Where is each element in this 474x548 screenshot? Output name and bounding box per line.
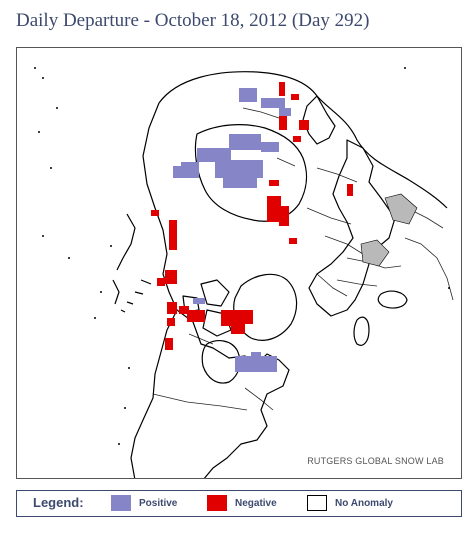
negative-cell (165, 338, 173, 350)
legend-swatch-positive (111, 495, 131, 511)
legend: Legend: Positive Negative No Anomaly (16, 490, 462, 517)
positive-cell (235, 356, 277, 372)
positive-anomaly-cells (173, 88, 291, 372)
negative-cell (279, 82, 285, 96)
siberia-inner-coast (194, 124, 308, 222)
negative-cell (267, 196, 281, 222)
canada-arctic-islands (182, 279, 232, 337)
legend-swatch-negative (207, 495, 227, 511)
map-svg (34, 67, 454, 478)
island-dot (42, 77, 44, 79)
legend-text-negative: Negative (235, 498, 277, 509)
island-dot (448, 287, 450, 289)
asia-borders (242, 107, 364, 255)
island-dot (404, 67, 406, 69)
positive-cell (261, 142, 279, 152)
small-islands (34, 67, 450, 445)
caspian-sea (353, 316, 370, 346)
island-dot (118, 443, 120, 445)
positive-cell (173, 166, 183, 178)
negative-cell (165, 270, 177, 284)
negative-cell (151, 210, 159, 216)
negative-cell (157, 278, 165, 286)
negative-cell (179, 306, 189, 314)
page-title: Daily Departure - October 18, 2012 (Day … (16, 10, 370, 31)
island-dot (128, 367, 130, 369)
negative-cell (221, 310, 237, 326)
aleutians (120, 279, 152, 313)
negative-cell (167, 302, 177, 314)
europe-coast (308, 139, 396, 317)
eurasia-arctic-coast (158, 71, 448, 209)
legend-label: Legend: (33, 495, 84, 510)
island-dot (34, 67, 36, 69)
positive-cell (215, 160, 263, 178)
negative-cell (279, 116, 287, 130)
coastlines (112, 71, 448, 478)
negative-cell (167, 318, 175, 326)
black-sea (377, 290, 408, 309)
negative-cell (279, 206, 289, 226)
negative-cell (231, 324, 245, 334)
island-dot (42, 235, 44, 237)
map-credit: RUTGERS GLOBAL SNOW LAB (307, 456, 444, 466)
gray-region-central-asia (360, 239, 390, 267)
positive-cell (223, 176, 257, 188)
positive-cell (239, 88, 257, 102)
island-dot (50, 167, 52, 169)
hudson-bay (201, 340, 241, 384)
positive-cell (197, 148, 231, 162)
island-dot (110, 245, 112, 247)
positive-cell (229, 134, 261, 150)
positive-cell (193, 298, 205, 304)
island-dot (56, 107, 58, 109)
negative-anomaly-cells (151, 82, 353, 350)
positive-cell (279, 108, 291, 116)
negative-cell (269, 180, 279, 186)
negative-cell (187, 310, 205, 322)
island-dot (100, 291, 102, 293)
north-america-coast (130, 309, 290, 478)
negative-cell (291, 94, 299, 100)
japan-islands (112, 213, 136, 305)
positive-cell (261, 98, 285, 108)
negative-cell (289, 238, 297, 244)
legend-swatch-no-anomaly (307, 495, 327, 511)
scandinavia-coast (302, 95, 336, 145)
positive-cell (251, 352, 261, 358)
legend-text-positive: Positive (139, 498, 178, 509)
negative-cell (347, 184, 353, 196)
legend-text-no-anomaly: No Anomaly (335, 498, 393, 509)
gray-regions (360, 193, 418, 267)
na-borders (152, 333, 274, 411)
negative-cell (169, 220, 177, 250)
positive-cell (181, 162, 199, 178)
gray-region-east-europe (384, 193, 418, 225)
snow-departure-map: RUTGERS GLOBAL SNOW LAB (16, 47, 462, 479)
island-dot (94, 317, 96, 319)
island-dot (68, 257, 70, 259)
island-dot (124, 407, 126, 409)
negative-cell (299, 120, 309, 130)
negative-cell (237, 310, 253, 324)
negative-cell (293, 136, 301, 142)
island-dot (38, 131, 40, 133)
